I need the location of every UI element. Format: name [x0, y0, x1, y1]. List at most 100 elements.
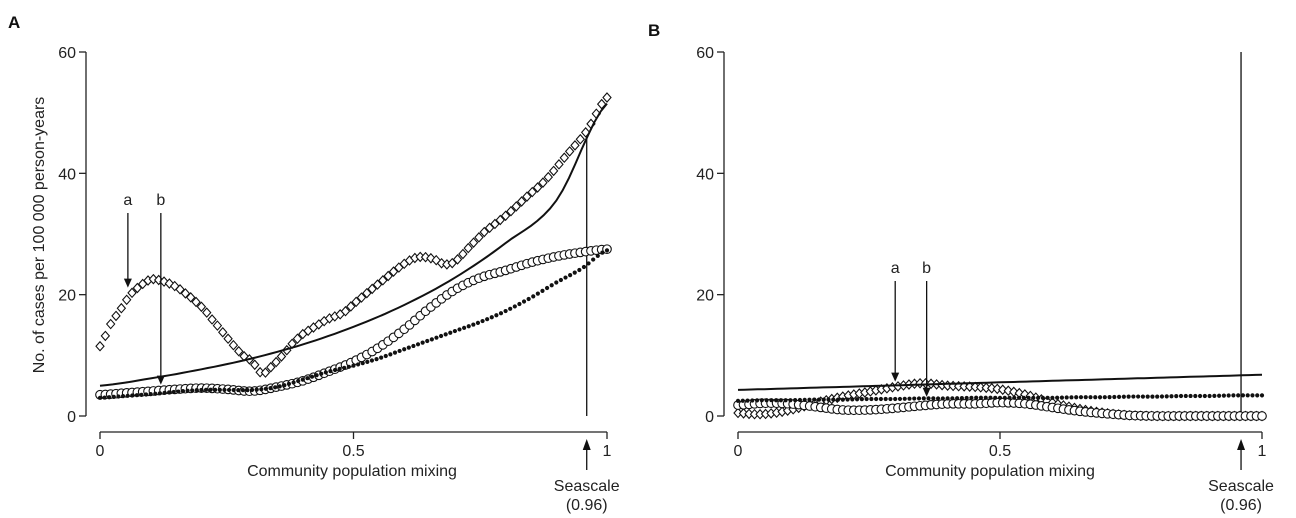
data-point-diamond [436, 257, 447, 269]
data-point-diamond [228, 339, 239, 351]
data-point-dot [907, 396, 912, 401]
data-point-diamond [468, 237, 479, 249]
data-point-diamond [452, 254, 463, 265]
data-point-dot [1074, 395, 1079, 400]
data-point-dot [812, 397, 817, 402]
data-point-dot [1083, 395, 1088, 400]
data-point-dot [912, 396, 917, 401]
data-point-dot [735, 398, 741, 403]
data-point-dot [1036, 395, 1041, 400]
seascale-value-label: (0.96) [566, 497, 608, 514]
data-point-diamond [522, 191, 532, 202]
data-point-dot [250, 387, 255, 393]
data-point-dot [1212, 393, 1217, 398]
data-point-dot [983, 395, 988, 400]
x-tick-label: 0 [734, 443, 743, 460]
data-point-dot [1050, 395, 1055, 400]
data-point-dot [291, 380, 296, 385]
data-point-dot [1064, 395, 1069, 400]
data-point-dot [554, 280, 559, 285]
data-point-dot [273, 385, 278, 390]
data-point-diamond [100, 330, 111, 342]
data-point-dot [997, 395, 1003, 400]
data-point-dot [591, 257, 596, 262]
data-point-dot [162, 390, 167, 395]
data-point-diamond [260, 367, 271, 378]
seascale-label: Seascale [554, 478, 620, 495]
data-point-dot [360, 361, 365, 366]
data-point-dot [1259, 393, 1265, 398]
data-point-dot [1107, 395, 1112, 400]
data-point-dot [462, 325, 467, 330]
data-point-dot [586, 261, 591, 266]
data-point-dot [268, 385, 273, 391]
data-point-dot [305, 376, 310, 381]
data-point-dot [940, 396, 945, 401]
data-point-dot [185, 388, 190, 393]
data-point-dot [1226, 393, 1231, 398]
data-point-dot [1150, 394, 1155, 399]
data-point-dot [508, 306, 513, 311]
data-point-diamond [474, 232, 484, 243]
data-point-dot [116, 394, 121, 399]
data-point-dot [778, 398, 783, 403]
data-point-dot [831, 397, 836, 402]
data-point-dot [332, 367, 338, 373]
data-point-dot [883, 396, 888, 402]
data-point-dot [1102, 395, 1107, 400]
data-point-diamond [559, 152, 570, 164]
data-point-diamond [351, 296, 361, 308]
data-point-dot [1197, 393, 1203, 399]
data-point-dot [406, 345, 411, 350]
data-point-dot [1231, 393, 1236, 398]
data-point-dot [759, 398, 764, 403]
data-point-dot [1126, 394, 1131, 399]
data-point-dot [208, 387, 213, 392]
data-point-dot [974, 395, 979, 400]
data-point-diamond [986, 382, 997, 394]
data-point-circle [1257, 411, 1267, 421]
data-point-dot [769, 398, 774, 403]
data-point-dot [558, 277, 564, 283]
data-point-diamond [169, 280, 180, 292]
x-tick-label: 1 [1258, 443, 1267, 460]
data-point-dot [402, 347, 407, 352]
data-point-diamond [372, 279, 383, 290]
data-point-dot [1250, 393, 1255, 398]
data-point-dot [1026, 395, 1031, 400]
data-point-dot [745, 398, 750, 403]
data-point-diamond [458, 248, 468, 260]
x-axis-label: Community population mixing [885, 463, 1095, 480]
data-point-dot [969, 395, 974, 400]
data-point-dot [485, 317, 490, 322]
data-point-dot [480, 318, 485, 324]
data-point-dot [797, 397, 803, 403]
data-point-diamond [506, 205, 516, 217]
data-point-diamond [992, 383, 1002, 395]
data-point-dot [503, 308, 508, 314]
data-point-dot [282, 383, 287, 388]
data-point-dot [935, 396, 941, 401]
data-point-dot [600, 250, 605, 255]
data-point-dot [549, 283, 554, 288]
data-point-diamond [218, 326, 228, 338]
data-point-dot [457, 327, 462, 332]
data-point-dot [750, 398, 755, 403]
data-point-dot [850, 397, 855, 402]
data-point-dot [102, 395, 107, 400]
data-point-dot [236, 387, 241, 393]
data-point-dot [1131, 394, 1136, 399]
annotation-label: b [922, 260, 931, 277]
data-point-dot [1059, 395, 1065, 400]
data-point-diamond [367, 283, 377, 295]
data-point-diamond [223, 333, 233, 345]
data-point-dot [337, 366, 342, 372]
data-point-dot [1202, 393, 1207, 399]
panel-label-b: B [648, 21, 660, 40]
data-point-dot [1055, 395, 1060, 400]
data-point-dot [176, 389, 181, 394]
data-point-dot [595, 253, 600, 258]
data-point-diamond [250, 359, 260, 371]
annotation-arrow-head [922, 387, 931, 397]
data-point-dot [568, 273, 573, 278]
